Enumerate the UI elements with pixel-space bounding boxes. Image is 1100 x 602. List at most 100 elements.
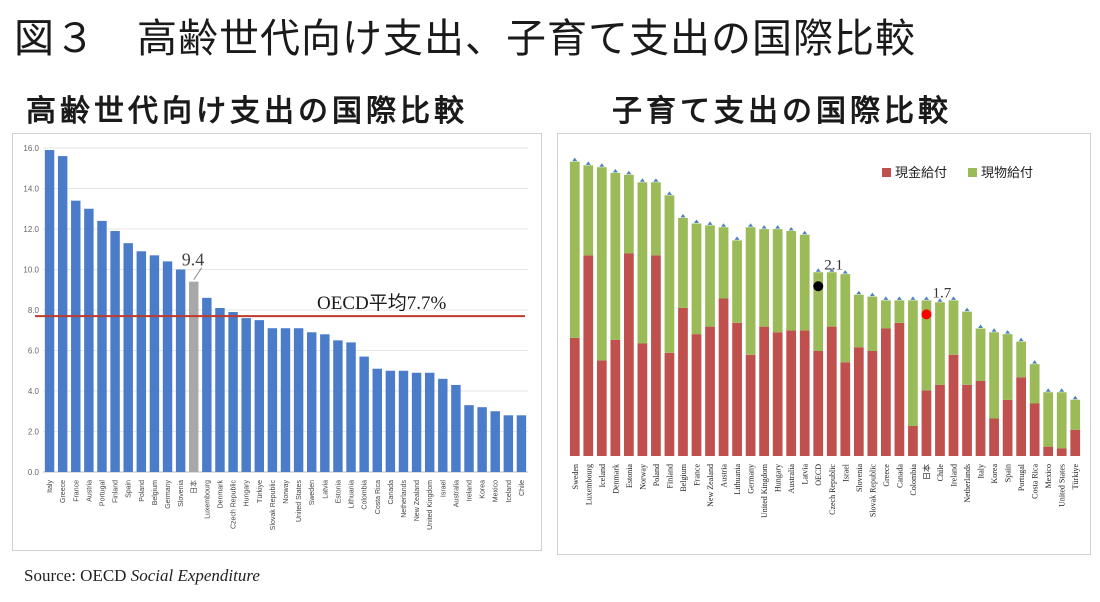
bar-cash <box>718 298 729 456</box>
bar <box>97 220 107 472</box>
bar <box>306 332 317 472</box>
bar-cash <box>623 253 634 456</box>
bar-cash <box>799 330 810 456</box>
x-tick-label: Türkiye <box>257 480 264 503</box>
elderly-chart-svg: 0.0 2.0 4.0 6.0 8.0 10.0 12.0 14.0 16.0 Italy Gree… <box>23 144 528 530</box>
x-tick-label: Slovenia <box>855 464 864 492</box>
bar-cash <box>664 352 675 456</box>
bar <box>385 370 396 472</box>
legend-swatch-in-kind <box>968 168 977 177</box>
bar <box>254 320 265 472</box>
x-tick-label: Israel <box>841 463 850 482</box>
bar-top-marker <box>869 292 875 297</box>
bar-cash <box>894 322 905 456</box>
x-tick-label: Sweden <box>309 480 316 505</box>
x-tick-label: France <box>73 480 80 502</box>
bar <box>123 243 133 472</box>
x-tick-label: OECD <box>814 464 823 486</box>
oecd-average-label: OECD平均7.7% <box>317 292 446 314</box>
bar-in-kind <box>962 311 972 385</box>
bar-in-kind <box>705 225 715 327</box>
bar-cash <box>651 255 661 456</box>
bar-cash <box>853 347 864 456</box>
bar-top-marker <box>829 268 835 272</box>
bar <box>438 378 448 472</box>
bar-top-marker <box>761 225 767 229</box>
bar <box>136 251 147 472</box>
bar-cash <box>867 351 878 456</box>
x-tick-label: Portugal <box>99 480 106 507</box>
x-tick-label: Spain <box>1004 464 1013 482</box>
x-tick-label: Germany <box>747 464 756 494</box>
x-tick-label: New Zealand <box>706 464 715 507</box>
x-tick-label: Lithuania <box>733 464 742 495</box>
x-tick-label: Chile <box>519 480 526 496</box>
x-tick-label: Norway <box>283 480 290 504</box>
x-tick-label: Mexico <box>1044 464 1053 488</box>
x-tick-label: Canada <box>895 464 904 488</box>
x-tick-label: Korea <box>480 480 487 499</box>
bar <box>44 150 55 472</box>
bar-top-marker <box>653 178 659 182</box>
x-tick-label: Mexico <box>493 480 500 502</box>
x-tick-label: Austria <box>86 480 93 502</box>
legend-label-in-kind: 現物給付 <box>981 166 1033 181</box>
x-tick-label: Costa Rica <box>1031 464 1040 499</box>
x-tick-label: Slovak Republic <box>868 464 877 518</box>
x-tick-label: Estonia <box>625 464 634 488</box>
x-tick-label: Colombia <box>362 480 369 510</box>
bar-in-kind <box>718 227 729 299</box>
bar-in-kind <box>1070 399 1081 430</box>
bar-in-kind <box>799 234 810 331</box>
x-tick-label: Denmark <box>217 480 224 509</box>
bar-cash <box>637 343 648 456</box>
bar-cash <box>732 322 742 456</box>
bar <box>57 156 68 472</box>
bar-top-marker <box>612 168 618 173</box>
x-tick-label: United States <box>296 480 303 523</box>
bar-top-marker <box>1072 395 1078 400</box>
bar-cash <box>1056 448 1067 456</box>
bar-in-kind <box>894 300 905 323</box>
x-tick-label: United Kingdom <box>427 480 434 530</box>
bar <box>490 411 500 472</box>
x-tick-label: Korea <box>990 464 999 484</box>
x-tick-label: France <box>693 464 702 486</box>
x-tick-label: Netherlands <box>401 480 408 518</box>
bar-cash <box>908 426 918 456</box>
bar <box>84 208 94 472</box>
legend-swatch-cash <box>882 168 891 177</box>
x-tick-label: Netherlands <box>963 464 972 503</box>
bar <box>359 356 369 472</box>
x-tick-label: Luxembourg <box>584 464 593 505</box>
bar-in-kind <box>583 165 594 256</box>
bar-top-marker <box>937 298 943 302</box>
bar-in-kind <box>853 294 864 348</box>
x-tick-label: Lithuania <box>349 480 356 509</box>
highlight-leader-line <box>193 267 203 280</box>
x-tick-label: Slovenia <box>178 480 185 507</box>
x-tick-label: United States <box>1058 464 1067 507</box>
annotation-label: 1.7 <box>932 285 951 301</box>
x-tick-label: Austria <box>720 464 729 488</box>
bar-cash <box>921 390 932 456</box>
bar-in-kind <box>569 161 580 338</box>
x-tick-label: Belgium <box>679 463 688 491</box>
child-spending-chart: Sweden Luxembourg Iceland Denmark Estonia Nor… <box>557 133 1091 555</box>
bar-top-marker <box>896 296 902 300</box>
bar-top-marker <box>599 163 605 167</box>
x-tick-label: Greece <box>882 464 891 487</box>
x-tick-label: Colombia <box>909 464 918 496</box>
bar-top-marker <box>639 178 645 182</box>
bar <box>110 231 120 472</box>
y-tick-label: 16.0 <box>23 144 39 153</box>
bar-cash <box>678 307 688 456</box>
x-tick-label: Hungary <box>244 480 251 507</box>
bar <box>503 415 514 472</box>
bar-cash <box>596 360 607 456</box>
bar-in-kind <box>772 229 783 333</box>
x-tick-label: Spain <box>126 480 133 498</box>
bar-cash <box>705 326 715 456</box>
y-tick-label: 10.0 <box>23 266 39 275</box>
bar-in-kind <box>921 300 932 391</box>
